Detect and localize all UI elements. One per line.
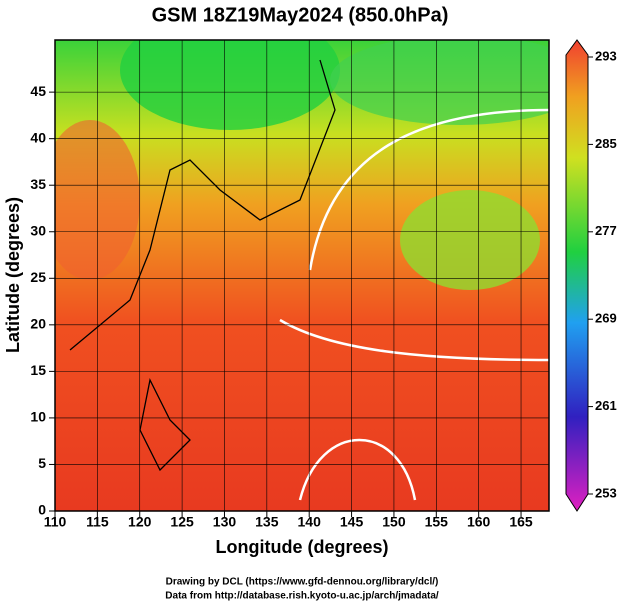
y-tick-label: 45 xyxy=(30,83,46,99)
y-tick-label: 35 xyxy=(30,176,46,192)
x-tick-label: 110 xyxy=(44,514,67,530)
colorbar-tick-label: 285 xyxy=(595,136,617,151)
y-tick-label: 40 xyxy=(30,129,46,145)
field-blob xyxy=(120,40,340,130)
coastline xyxy=(139,378,191,472)
colorbar xyxy=(565,39,589,512)
y-tick-label: 15 xyxy=(30,362,46,378)
x-axis-label: Longitude (degrees) xyxy=(215,537,388,557)
x-tick-label: 165 xyxy=(509,514,533,530)
contour xyxy=(308,108,549,271)
x-tick-label: 155 xyxy=(425,514,449,530)
x-tick-label: 135 xyxy=(255,514,279,530)
y-tick-label: 5 xyxy=(38,455,46,471)
field-blob xyxy=(400,190,540,290)
field-blob xyxy=(330,40,549,125)
y-tick-label: 25 xyxy=(30,269,46,285)
footer-line: Data from http://database.rish.kyoto-u.a… xyxy=(165,591,439,602)
x-tick-label: 125 xyxy=(170,514,194,530)
y-tick-label: 0 xyxy=(38,502,46,518)
x-tick-label: 115 xyxy=(86,514,109,530)
colorbar-tick-label: 261 xyxy=(595,398,617,413)
colorbar-tick-label: 293 xyxy=(595,48,617,63)
x-tick-label: 145 xyxy=(340,514,364,530)
grid xyxy=(54,40,549,512)
x-tick-label: 160 xyxy=(467,514,491,530)
colorbar-tick-label: 277 xyxy=(595,223,617,238)
map-title: GSM 18Z19May2024 (850.0hPa) xyxy=(152,4,449,26)
colorbar-tick-label: 269 xyxy=(595,311,617,326)
contour xyxy=(298,438,417,501)
y-tick-label: 30 xyxy=(30,222,46,238)
footer-line: Drawing by DCL (https://www.gfd-dennou.o… xyxy=(166,577,439,588)
plot-frame xyxy=(54,39,550,512)
y-axis-label: Latitude (degrees) xyxy=(3,197,23,353)
colorbar-tick-label: 253 xyxy=(595,485,617,500)
x-tick-label: 120 xyxy=(128,514,152,530)
y-tick-label: 10 xyxy=(30,409,46,425)
contour xyxy=(279,318,549,362)
x-tick-label: 130 xyxy=(213,514,237,530)
x-tick-label: 140 xyxy=(298,514,322,530)
x-tick-label: 150 xyxy=(382,514,406,530)
field xyxy=(55,40,549,511)
y-tick-label: 20 xyxy=(30,316,46,332)
